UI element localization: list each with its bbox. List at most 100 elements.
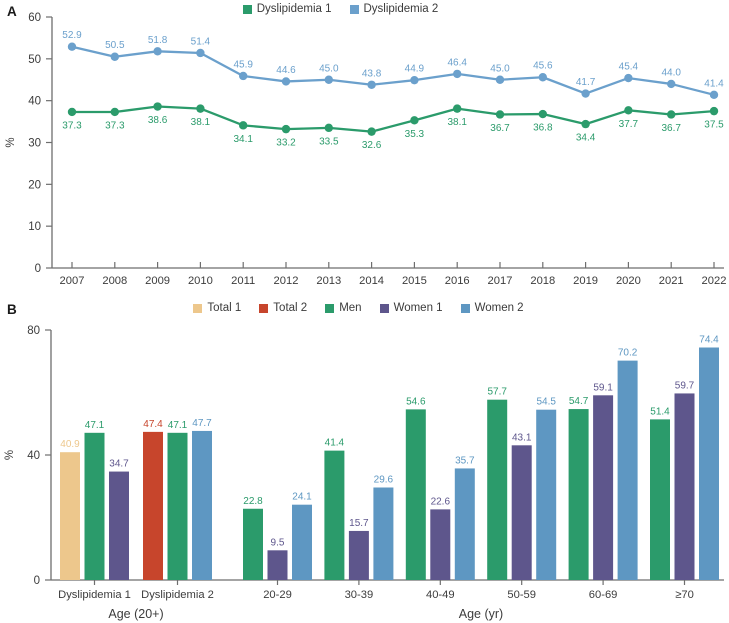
data-point-marker	[239, 71, 248, 81]
data-point-label: 50.5	[105, 40, 125, 51]
panel-b-label: B	[7, 302, 17, 317]
data-point-marker	[324, 75, 333, 84]
bar	[192, 430, 212, 580]
data-point-marker	[624, 106, 633, 115]
bar	[487, 399, 508, 580]
data-point-label: 33.5	[319, 136, 339, 147]
bar-label: 22.6	[431, 496, 451, 507]
data-point-label: 38.6	[148, 115, 168, 126]
panel-b-y-tick-label: 40	[27, 450, 40, 462]
data-point-marker	[667, 110, 676, 119]
data-point-marker	[453, 69, 462, 79]
bar	[405, 409, 426, 580]
bar-label: 22.8	[243, 496, 263, 507]
panel-a-x-tick-label: 2016	[445, 275, 470, 287]
panel-a-x-tick-label: 2021	[659, 275, 684, 287]
data-point-marker	[410, 75, 419, 85]
panel-a-x-tick-label: 2017	[488, 275, 513, 287]
data-point-label: 34.4	[576, 133, 596, 144]
bar	[617, 360, 638, 580]
panel-b-group-label: 40-49	[426, 589, 455, 601]
bar	[84, 432, 105, 580]
panel-a-y-tick-label: 30	[28, 138, 41, 150]
panel-b-y-axis-title: %	[4, 450, 16, 460]
bar-label: 54.7	[569, 396, 589, 407]
bar	[454, 468, 475, 580]
bar	[109, 471, 129, 580]
bar-label: 47.4	[143, 419, 163, 430]
panel-a-x-tick-label: 2008	[102, 275, 127, 287]
data-point-marker	[538, 109, 547, 119]
data-point-label: 45.6	[533, 61, 553, 72]
data-point-label: 36.8	[533, 123, 553, 134]
data-point-marker	[281, 77, 291, 86]
panel-a-label: A	[7, 4, 17, 19]
data-point-label: 38.1	[447, 117, 467, 128]
panel-a-x-tick-label: 2019	[573, 275, 598, 287]
data-point-label: 45.0	[490, 63, 510, 74]
data-point-marker	[281, 124, 291, 134]
bar-label: 35.7	[455, 455, 475, 466]
data-point-marker	[67, 107, 77, 117]
data-point-marker	[453, 104, 462, 113]
bar-label: 40.9	[60, 439, 80, 450]
bar-label: 9.5	[271, 537, 285, 548]
panel-a-x-tick-label: 2009	[145, 275, 170, 287]
data-point-marker	[67, 42, 77, 51]
panel-b-section-label: Age (yr)	[459, 607, 503, 621]
data-point-label: 46.4	[447, 57, 467, 68]
data-point-label: 37.3	[62, 120, 82, 131]
panel-b-group-label: ≥70	[675, 589, 694, 601]
bar-label: 47.1	[168, 420, 188, 431]
bar	[373, 487, 394, 580]
data-point-label: 36.7	[661, 123, 681, 134]
data-point-marker	[239, 121, 248, 130]
bar-label: 41.4	[325, 438, 345, 449]
bar	[511, 445, 532, 580]
data-point-label: 45.4	[619, 62, 639, 73]
data-point-label: 37.3	[105, 120, 125, 131]
data-point-label: 51.8	[148, 35, 168, 46]
panel-a-x-tick-label: 2011	[231, 275, 255, 287]
bar	[292, 504, 312, 580]
data-point-marker	[410, 116, 419, 125]
panel-b-group-label: 50-59	[507, 589, 536, 601]
bar	[593, 395, 614, 580]
data-point-label: 43.8	[362, 68, 382, 79]
data-point-label: 34.1	[233, 134, 253, 145]
bar	[143, 431, 163, 580]
data-point-label: 45.9	[233, 59, 253, 70]
panel-a-x-tick-label: 2010	[188, 275, 213, 287]
bar	[348, 530, 369, 580]
bar-label: 59.1	[593, 382, 613, 393]
panel-a-x-tick-label: 2007	[60, 275, 85, 287]
data-point-label: 33.2	[276, 138, 296, 149]
bar	[267, 550, 288, 580]
panel-b-group-label: 30-39	[345, 589, 374, 601]
data-point-marker	[110, 52, 120, 61]
data-point-marker	[153, 102, 162, 111]
panel-a-x-tick-label: 2013	[316, 275, 341, 287]
panel-b-group-label: Dyslipidemia 2	[141, 589, 214, 601]
data-point-label: 52.9	[62, 30, 82, 41]
panel-a-y-tick-label: 40	[28, 96, 41, 108]
panel-b-y-tick-label: 80	[27, 325, 40, 337]
bar	[60, 452, 80, 580]
bar-label: 59.7	[675, 380, 695, 391]
series-line	[71, 45, 715, 96]
panel-b-group-label: 20-29	[263, 589, 292, 601]
data-point-marker	[581, 119, 590, 129]
data-point-marker	[196, 104, 205, 113]
data-point-marker	[624, 73, 633, 83]
panel-b-group-label: Dyslipidemia 1	[58, 589, 131, 601]
data-point-marker	[495, 75, 505, 84]
data-point-label: 44.9	[405, 64, 425, 75]
panel-a-y-tick-label: 50	[28, 54, 41, 66]
bar	[699, 347, 719, 580]
data-point-marker	[367, 80, 376, 89]
bar-label: 47.7	[192, 418, 212, 429]
panel-a-y-tick-label: 0	[35, 263, 41, 275]
data-point-marker	[367, 127, 376, 136]
